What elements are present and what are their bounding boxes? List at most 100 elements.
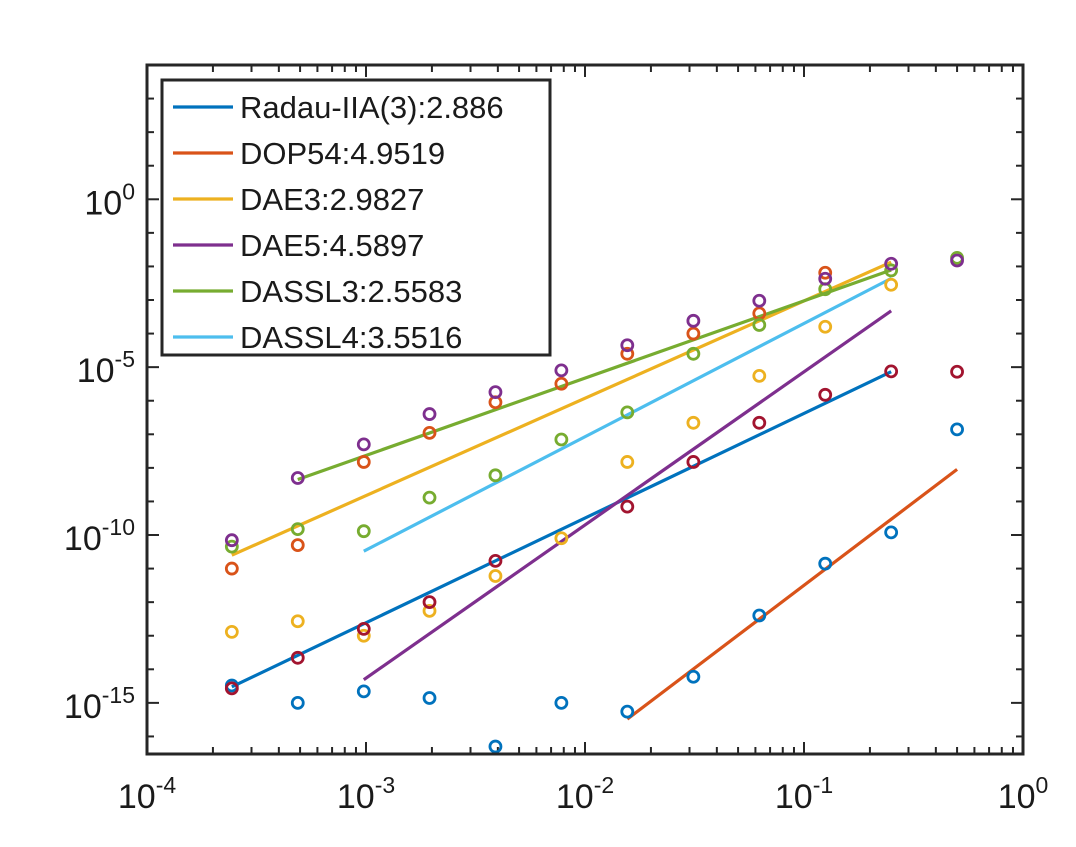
x-tick-exponent: -4: [156, 772, 177, 798]
legend-label: Radau-IIA(3):2.886: [240, 90, 504, 125]
data-marker: [422, 490, 437, 505]
data-marker: [554, 695, 569, 710]
x-tick-label: 10-2: [556, 772, 614, 816]
data-marker: [818, 319, 833, 334]
data-marker: [884, 364, 899, 379]
data-marker: [290, 695, 305, 710]
data-marker: [686, 455, 701, 469]
y-tick-base: 10: [64, 520, 102, 558]
data-marker: [686, 669, 701, 684]
x-tick-base: 10: [118, 778, 156, 816]
fit-line: [231, 370, 892, 689]
data-marker: [488, 739, 503, 754]
data-marker: [752, 608, 767, 623]
x-tick-label: 100: [998, 772, 1049, 816]
data-marker: [554, 531, 569, 546]
data-marker: [884, 263, 899, 278]
fit-line: [362, 309, 893, 682]
data-marker: [554, 376, 569, 391]
data-marker: [290, 650, 305, 665]
data-marker: [290, 538, 305, 553]
data-marker: [818, 265, 833, 280]
data-marker: [488, 385, 503, 400]
data-marker: [224, 539, 239, 554]
x-tick-base: 10: [998, 778, 1036, 816]
x-tick-label: 10-4: [118, 772, 176, 816]
data-marker: [554, 432, 569, 447]
y-tick-exponent: -5: [115, 346, 135, 372]
data-marker: [620, 499, 635, 514]
data-marker: [752, 318, 767, 332]
data-marker: [620, 455, 635, 469]
x-tick-exponent: -1: [813, 772, 833, 798]
data-marker: [686, 326, 701, 341]
data-marker: [620, 346, 635, 361]
data-marker: [884, 277, 899, 292]
data-marker: [356, 455, 371, 469]
y-tick-base: 10: [64, 688, 102, 726]
data-marker: [290, 522, 305, 537]
data-marker: [488, 468, 503, 483]
legend-label: DAE3:2.9827: [240, 182, 424, 217]
data-marker: [818, 387, 833, 402]
data-marker: [422, 691, 437, 705]
y-tick-label: 10-15: [64, 682, 135, 726]
data-marker: [818, 271, 833, 286]
legend-label: DASSL3:2.5583: [240, 274, 462, 309]
x-tick-base: 10: [337, 778, 375, 816]
legend-box: [160, 78, 552, 357]
y-tick-exponent: -15: [102, 682, 135, 708]
fit-line: [363, 276, 892, 553]
fit-lines: [231, 260, 959, 721]
data-marker: [752, 368, 767, 383]
data-marker: [884, 525, 899, 540]
y-tick-label: 10-10: [64, 514, 135, 558]
x-tick-base: 10: [556, 778, 594, 816]
data-marker: [884, 256, 899, 271]
data-marker: [356, 628, 371, 643]
y-tick-exponent: -10: [102, 514, 135, 540]
x-tick-exponent: 0: [1036, 772, 1049, 798]
data-marker: [290, 614, 305, 629]
y-tick-exponent: 0: [122, 178, 135, 204]
data-marker: [356, 437, 371, 452]
data-marker: [752, 415, 767, 430]
x-tick-exponent: -3: [375, 772, 395, 798]
legend-items: Radau-IIA(3):2.886 DOP54:4.9519 DAE3:2.982…: [173, 90, 504, 355]
fit-line: [626, 468, 959, 721]
legend-label: DAE5:4.5897: [240, 228, 424, 263]
y-tick-label: 10-5: [77, 346, 135, 390]
data-marker: [356, 621, 371, 636]
data-marker: [290, 471, 305, 485]
data-marker: [488, 553, 503, 568]
data-marker: [488, 569, 503, 583]
x-tick-base: 10: [775, 778, 813, 816]
fit-line: [231, 260, 892, 557]
data-marker: [356, 524, 371, 539]
data-marker: [686, 313, 701, 328]
data-marker: [620, 405, 635, 420]
x-tick-label: 10-3: [337, 772, 395, 816]
legend-label: DOP54:4.9519: [240, 136, 445, 171]
legend: Radau-IIA(3):2.886 DOP54:4.9519 DAE3:2.982…: [160, 78, 552, 357]
data-marker: [620, 338, 635, 353]
data-marker: [356, 684, 371, 699]
data-marker: [224, 681, 239, 696]
data-marker: [422, 595, 437, 610]
y-tick-base: 10: [84, 184, 122, 222]
x-axis-tick-labels: 10-4 10-3 10-2 10-1 100: [118, 772, 1048, 816]
data-markers: [224, 250, 964, 754]
data-marker: [950, 253, 964, 268]
data-marker: [686, 346, 701, 361]
data-marker: [422, 603, 437, 618]
plot-frame: [145, 63, 1025, 756]
data-marker: [950, 364, 964, 379]
data-marker: [686, 415, 701, 430]
data-marker: [752, 293, 767, 308]
data-marker: [224, 533, 239, 548]
legend-label: DASSL4:3.5516: [240, 320, 462, 355]
data-marker: [818, 556, 833, 571]
y-tick-base: 10: [77, 352, 115, 390]
